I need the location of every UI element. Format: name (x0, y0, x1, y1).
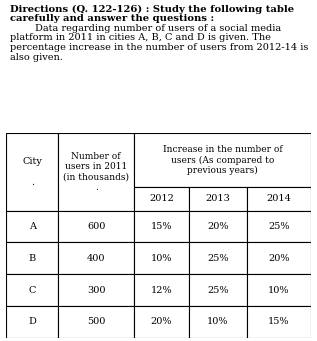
Text: 2014: 2014 (266, 194, 291, 204)
Text: 10%: 10% (207, 317, 229, 326)
Text: City

.: City . (22, 157, 42, 187)
Bar (134, 306, 189, 338)
Text: 2013: 2013 (205, 194, 230, 204)
Bar (58, 306, 134, 338)
Text: 15%: 15% (151, 222, 172, 231)
Bar (6, 211, 58, 242)
Bar (58, 274, 134, 306)
Text: 25%: 25% (207, 285, 229, 295)
Bar (134, 187, 189, 211)
Text: Directions (Q. 122-126) : Study the following table: Directions (Q. 122-126) : Study the foll… (10, 5, 294, 14)
Text: 25%: 25% (268, 222, 289, 231)
Text: A: A (29, 222, 36, 231)
Bar (189, 242, 247, 274)
Bar (6, 274, 58, 306)
Text: 20%: 20% (151, 317, 172, 326)
Text: C: C (29, 285, 36, 295)
Text: 600: 600 (87, 222, 105, 231)
Text: D: D (28, 317, 36, 326)
Bar (6, 306, 58, 338)
Bar (134, 242, 189, 274)
Text: carefully and answer the questions :: carefully and answer the questions : (10, 14, 214, 23)
Text: B: B (29, 254, 36, 263)
Bar (134, 211, 189, 242)
Text: Data regarding number of users of a social media: Data regarding number of users of a soci… (10, 24, 281, 33)
Text: 400: 400 (87, 254, 105, 263)
Bar (189, 274, 247, 306)
Bar (134, 274, 189, 306)
Bar (247, 187, 311, 211)
Text: 20%: 20% (207, 222, 229, 231)
Text: percentage increase in the number of users from 2012-14 is: percentage increase in the number of use… (10, 43, 308, 52)
Text: Increase in the number of
users (As compared to
previous years): Increase in the number of users (As comp… (163, 145, 282, 175)
Bar (134, 133, 311, 187)
Bar (58, 211, 134, 242)
Bar (58, 242, 134, 274)
Bar (6, 133, 58, 211)
Text: 25%: 25% (207, 254, 229, 263)
Text: also given.: also given. (10, 53, 62, 61)
Bar (189, 306, 247, 338)
Bar (58, 133, 134, 211)
Text: 10%: 10% (151, 254, 172, 263)
Bar (247, 242, 311, 274)
Bar (247, 306, 311, 338)
Text: 12%: 12% (151, 285, 172, 295)
Bar (189, 187, 247, 211)
Text: 300: 300 (87, 285, 105, 295)
Text: 500: 500 (87, 317, 105, 326)
Bar (6, 242, 58, 274)
Text: 20%: 20% (268, 254, 289, 263)
Text: platform in 2011 in cities A, B, C and D is given. The: platform in 2011 in cities A, B, C and D… (10, 33, 270, 42)
Text: 2012: 2012 (149, 194, 174, 204)
Text: 10%: 10% (268, 285, 289, 295)
Bar (247, 211, 311, 242)
Bar (189, 211, 247, 242)
Text: Number of
users in 2011
(in thousands)
.: Number of users in 2011 (in thousands) . (63, 152, 129, 192)
Bar (247, 274, 311, 306)
Text: 15%: 15% (268, 317, 289, 326)
